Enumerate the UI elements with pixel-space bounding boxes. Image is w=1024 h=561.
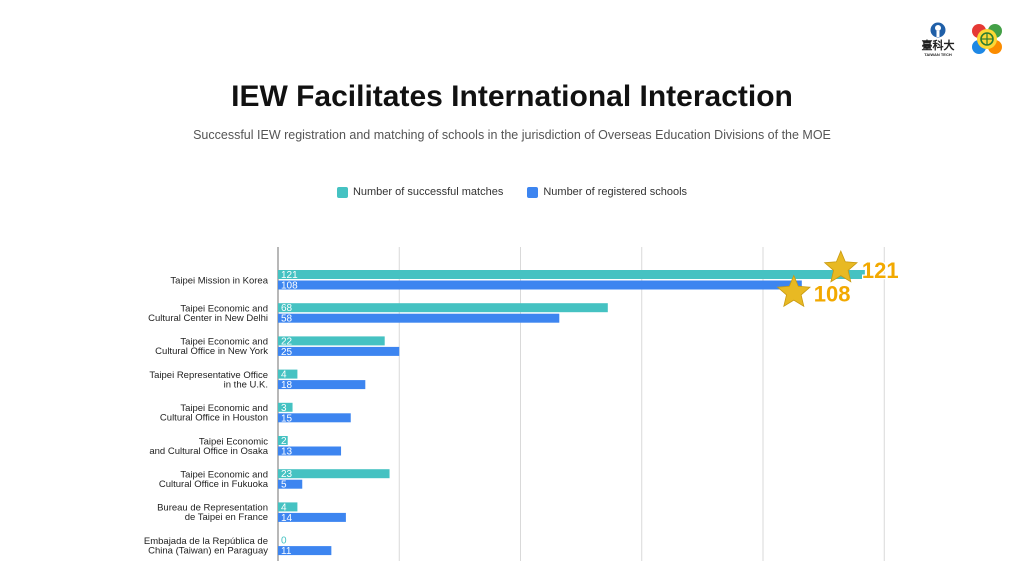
callout-label-matches: 121 bbox=[862, 258, 899, 283]
bar-matches bbox=[278, 369, 298, 379]
data-label: 58 bbox=[281, 314, 293, 325]
taiwan-tech-logo-subtext: TAIWAN TECH bbox=[924, 52, 952, 57]
data-label: 13 bbox=[281, 447, 293, 458]
data-label: 68 bbox=[281, 303, 293, 314]
bar-registered bbox=[278, 346, 400, 356]
data-label: 2 bbox=[281, 436, 287, 447]
legend-label-matches: Number of successful matches bbox=[352, 186, 504, 198]
category-label: Taipei Economic and Cultural Center in Ne… bbox=[148, 303, 268, 324]
bar-registered bbox=[278, 313, 560, 323]
category-label: Taipei Economic and Cultural Office in Os… bbox=[149, 436, 268, 457]
chart-legend: Number of successful matches Number of r… bbox=[0, 186, 1024, 198]
category-label-line: Cultural Center in New Delhi bbox=[148, 313, 268, 324]
data-label: 11 bbox=[281, 546, 292, 557]
data-label: 4 bbox=[281, 502, 287, 513]
bar-matches bbox=[278, 303, 608, 313]
category-label: Embajada de la República de China (Taiwan… bbox=[144, 536, 268, 557]
category-label-line: Bureau de Representation bbox=[157, 503, 268, 514]
bar-matches bbox=[278, 469, 390, 479]
category-label: Bureau de Representation de Taipei en Fra… bbox=[157, 503, 268, 524]
legend-swatch-matches bbox=[336, 186, 348, 198]
logo-group: 臺科大 TAIWAN TECH bbox=[920, 22, 1004, 61]
category-label: Taipei Economic and Cultural Office in Ho… bbox=[160, 403, 268, 424]
bar-registered bbox=[278, 446, 342, 456]
category-label-line: Taipei Mission in Korea bbox=[170, 275, 268, 286]
category-label-line: and Cultural Office in Osaka bbox=[149, 446, 268, 457]
bar-matches bbox=[278, 436, 288, 445]
category-label-line: Embajada de la República de bbox=[144, 536, 268, 547]
category-label-line: Taipei Economic and bbox=[180, 403, 268, 414]
category-label-line: Cultural Office in Houston bbox=[160, 413, 268, 424]
chart-title: IEW Facilitates International Interactio… bbox=[231, 80, 793, 113]
data-label: 3 bbox=[281, 403, 287, 414]
bar-registered bbox=[278, 280, 802, 290]
legend-item-matches: Number of successful matches bbox=[336, 186, 504, 198]
taiwan-tech-logo: 臺科大 TAIWAN TECH bbox=[920, 22, 956, 57]
bar-registered bbox=[278, 413, 351, 423]
callout-label-registered: 108 bbox=[814, 282, 851, 307]
category-label-line: Taipei Representative Office bbox=[149, 370, 268, 381]
data-label: 18 bbox=[281, 380, 293, 391]
category-label-line: Cultural Office in Fukuoka bbox=[159, 479, 269, 490]
data-label: 14 bbox=[281, 513, 293, 524]
legend-item-registered: Number of registered schools bbox=[527, 186, 687, 198]
category-label-line: Taipei Economic bbox=[199, 436, 268, 447]
data-label: 4 bbox=[281, 370, 287, 381]
data-label: 121 bbox=[281, 270, 298, 281]
category-label-line: Taipei Economic and bbox=[180, 469, 268, 480]
category-label-line: Taipei Economic and bbox=[180, 337, 268, 348]
data-label: 5 bbox=[281, 480, 287, 491]
data-label: 25 bbox=[281, 347, 293, 358]
category-label: Taipei Economic and Cultural Office in Fu… bbox=[159, 469, 269, 490]
category-label: Taipei Economic and Cultural Office in Ne… bbox=[155, 337, 268, 358]
bar-registered bbox=[278, 512, 346, 522]
category-label-line: China (Taiwan) en Paraguay bbox=[148, 545, 268, 556]
category-label-line: Cultural Office in New York bbox=[155, 346, 268, 357]
data-label: 0 bbox=[281, 536, 287, 547]
star-callout-icon bbox=[776, 274, 811, 308]
category-label: Taipei Mission in Korea bbox=[170, 275, 268, 286]
category-label-line: Taipei Economic and bbox=[180, 303, 268, 314]
bar-matches bbox=[278, 502, 298, 512]
legend-swatch-registered bbox=[527, 186, 539, 198]
category-label: Taipei Representative Office in the U.K. bbox=[149, 370, 268, 391]
bar-registered bbox=[278, 380, 366, 390]
category-label-line: de Taipei en France bbox=[185, 512, 268, 523]
taiwan-tech-logo-text: 臺科大 bbox=[921, 39, 955, 52]
data-label: 108 bbox=[281, 281, 298, 292]
bar-registered bbox=[278, 479, 303, 489]
star-callout-icon bbox=[823, 249, 858, 283]
bar-matches bbox=[278, 336, 385, 346]
iew-logo bbox=[970, 22, 1004, 61]
taiwan-tech-emblem-icon bbox=[930, 22, 946, 38]
bar-matches bbox=[278, 402, 293, 412]
data-label: 15 bbox=[281, 413, 293, 424]
bar-matches bbox=[278, 270, 865, 279]
data-label: 22 bbox=[281, 336, 293, 347]
chart-subtitle: Successful IEW registration and matching… bbox=[193, 128, 831, 142]
category-label-line: in the U.K. bbox=[224, 379, 268, 390]
bar-registered bbox=[278, 546, 332, 556]
legend-label-registered: Number of registered schools bbox=[543, 186, 688, 198]
data-label: 23 bbox=[281, 469, 293, 480]
iew-globe-icon bbox=[972, 24, 1002, 54]
